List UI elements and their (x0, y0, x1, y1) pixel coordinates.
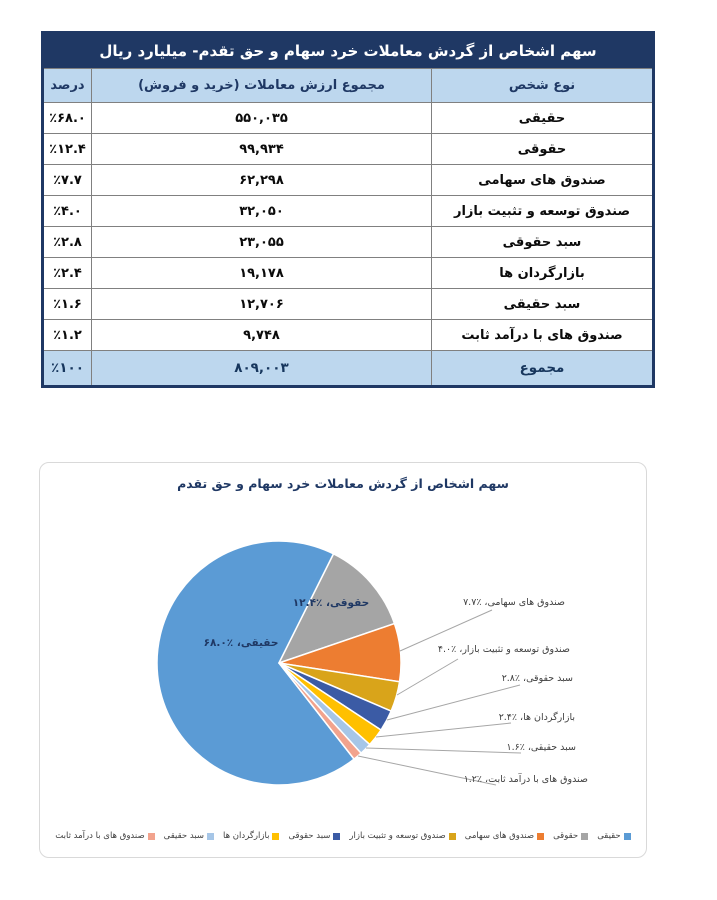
leader-line (365, 747, 522, 754)
cell-type: صندوق توسعه و تثبیت بازار (431, 195, 654, 227)
leader-line (375, 722, 512, 738)
total-label: مجموع (431, 350, 654, 387)
legend-marker (537, 832, 545, 840)
table-row: صندوق های سهامی ۶۲,۲۹۸ ٪۷.۷ (42, 164, 654, 196)
legend-label: بازارگردان ها (223, 831, 270, 841)
cell-percent: ٪۲.۴ (42, 257, 92, 289)
table-row: صندوق توسعه و تثبیت بازار ۳۲,۰۵۰ ٪۴.۰ (42, 195, 654, 227)
pie-label-outside: بازارگردان ها، ٪۲.۴ (498, 712, 575, 723)
table-row: حقیقی ۵۵۰,۰۳۵ ٪۶۸.۰ (42, 102, 654, 134)
cell-value: ۱۲,۷۰۶ (91, 288, 432, 320)
pie-label-outside: سبد حقیقی، ٪۱.۶ (506, 742, 576, 753)
cell-type: سبد حقوقی (431, 226, 654, 258)
legend-label: سبد حقوقی (288, 831, 331, 841)
cell-percent: ٪۱.۲ (42, 319, 92, 351)
cell-type: بازارگردان ها (431, 257, 654, 289)
legend-label: صندوق توسعه و تثبیت بازار (349, 831, 446, 841)
legend-marker (623, 832, 631, 840)
legend-label: سبد حقیقی (163, 831, 205, 841)
leader-line (396, 658, 459, 696)
legend-item: صندوق های با درآمد ثابت (55, 831, 155, 841)
legend-marker (272, 832, 280, 840)
chart-legend: حقیقی حقوقی صندوق های سهامی صندوق توسعه و ت… (40, 831, 646, 841)
legend-label: صندوق های سهامی (464, 831, 535, 841)
cell-percent: ٪۱۲.۴ (42, 133, 92, 165)
legend-item: بازارگردان ها (223, 831, 280, 841)
cell-percent: ٪۱.۶ (42, 288, 92, 320)
pie-svg (156, 540, 522, 786)
cell-percent: ٪۶۸.۰ (42, 102, 92, 134)
table-body: حقیقی ۵۵۰,۰۳۵ ٪۶۸.۰ حقوقی ۹۹,۹۳۴ ٪۱۲.۴ صندوق ه… (42, 102, 654, 351)
cell-percent: ٪۷.۷ (42, 164, 92, 196)
legend-marker (333, 832, 341, 840)
total-value: ۸۰۹,۰۰۳ (91, 350, 432, 387)
cell-value: ۶۲,۲۹۸ (91, 164, 432, 196)
cell-value: ۲۳,۰۵۵ (91, 226, 432, 258)
pie-label-outside: سبد حقوقی، ٪۲.۸ (501, 673, 573, 684)
cell-type: حقوقی (431, 133, 654, 165)
persons-share-table: سهم اشخاص از گردش معاملات خرد سهام و حق … (41, 31, 655, 388)
chart-title: سهم اشخاص از گردش معاملات خرد سهام و حق … (177, 476, 509, 491)
table-header-row: نوع شخص مجموع ارزش معاملات (خرید و فروش)… (42, 68, 654, 103)
cell-value: ۵۵۰,۰۳۵ (91, 102, 432, 134)
pie-label-inside: حقوقی، ٪۱۲.۴ (292, 597, 370, 610)
leader-line (386, 684, 521, 721)
total-percent: ٪۱۰۰ (42, 350, 92, 387)
table-title-row: سهم اشخاص از گردش معاملات خرد سهام و حق … (42, 32, 654, 69)
cell-percent: ٪۴.۰ (42, 195, 92, 227)
column-header-value: مجموع ارزش معاملات (خرید و فروش) (91, 68, 432, 103)
legend-marker (448, 832, 456, 840)
legend-item: صندوق توسعه و تثبیت بازار (349, 831, 456, 841)
cell-type: صندوق های با درآمد ثابت (431, 319, 654, 351)
table-row: سبد حقوقی ۲۳,۰۵۵ ٪۲.۸ (42, 226, 654, 258)
cell-value: ۳۲,۰۵۰ (91, 195, 432, 227)
cell-type: صندوق های سهامی (431, 164, 654, 196)
table-row: سبد حقیقی ۱۲,۷۰۶ ٪۱.۶ (42, 288, 654, 320)
total-row: مجموع ۸۰۹,۰۰۳ ٪۱۰۰ (42, 350, 654, 387)
legend-label: حقوقی (553, 831, 579, 841)
column-header-percent: درصد (42, 68, 92, 103)
cell-value: ۹۹,۹۳۴ (91, 133, 432, 165)
legend-item: حقوقی (553, 831, 589, 841)
pie-label-inside: حقیقی، ٪۶۸.۰ (203, 637, 279, 650)
leader-line (399, 609, 493, 652)
legend-label: صندوق های با درآمد ثابت (55, 831, 145, 841)
column-header-type: نوع شخص (431, 68, 654, 103)
pie-label-outside: صندوق توسعه و تثبیت بازار، ٪۴.۰ (437, 644, 570, 655)
table-title: سهم اشخاص از گردش معاملات خرد سهام و حق … (42, 32, 654, 69)
legend-label: حقیقی (597, 831, 621, 841)
table-row: بازارگردان ها ۱۹,۱۷۸ ٪۲.۴ (42, 257, 654, 289)
pie-label-outside: صندوق های با درآمد ثابت، ٪۱.۲ (463, 774, 588, 785)
pie-slice (278, 553, 396, 664)
pie-slice (156, 540, 355, 786)
pie-slice (278, 662, 362, 760)
cell-type: سبد حقیقی (431, 288, 654, 320)
legend-item: سبد حقیقی (163, 831, 215, 841)
legend-item: صندوق های سهامی (464, 831, 545, 841)
legend-marker (581, 832, 589, 840)
table-row: صندوق های با درآمد ثابت ۹,۷۴۸ ٪۱.۲ (42, 319, 654, 351)
legend-marker (207, 832, 215, 840)
legend-item: حقیقی (597, 831, 631, 841)
pie-chart-card: سهم اشخاص از گردش معاملات خرد سهام و حق … (39, 462, 647, 858)
cell-type: حقیقی (431, 102, 654, 134)
cell-percent: ٪۲.۸ (42, 226, 92, 258)
leader-line (357, 755, 497, 786)
pie-label-outside: صندوق های سهامی، ٪۷.۷ (463, 597, 565, 608)
cell-value: ۱۹,۱۷۸ (91, 257, 432, 289)
cell-value: ۹,۷۴۸ (91, 319, 432, 351)
table-row: حقوقی ۹۹,۹۳۴ ٪۱۲.۴ (42, 133, 654, 165)
legend-marker (147, 832, 155, 840)
legend-item: سبد حقوقی (288, 831, 341, 841)
